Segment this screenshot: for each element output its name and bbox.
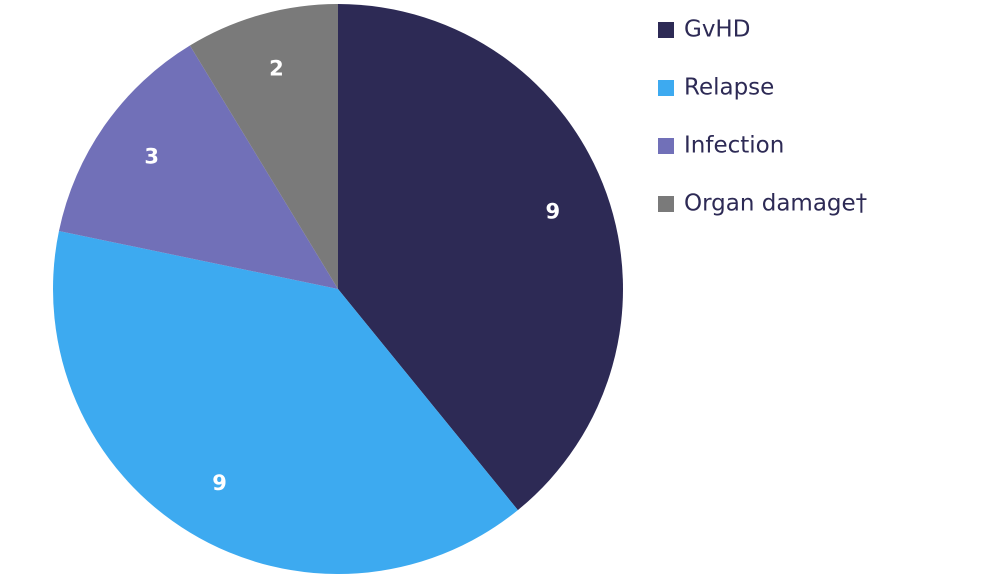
pie-slice [53,231,518,574]
legend-label: Organ damage† [684,191,867,217]
legend-label: GvHD [684,17,750,43]
legend-swatch [658,22,674,38]
data-label: 9 [212,471,227,495]
legend-swatch [658,196,674,212]
legend-label: Infection [684,133,784,159]
pie-slice [338,4,623,511]
data-label: 9 [546,200,561,224]
legend-swatch [658,138,674,154]
data-label: 3 [144,145,159,169]
pie-slice [58,45,339,289]
legend-swatch [658,80,674,96]
data-label: 2 [269,56,284,80]
legend-label: Relapse [684,75,774,101]
pie-slice [189,4,338,289]
